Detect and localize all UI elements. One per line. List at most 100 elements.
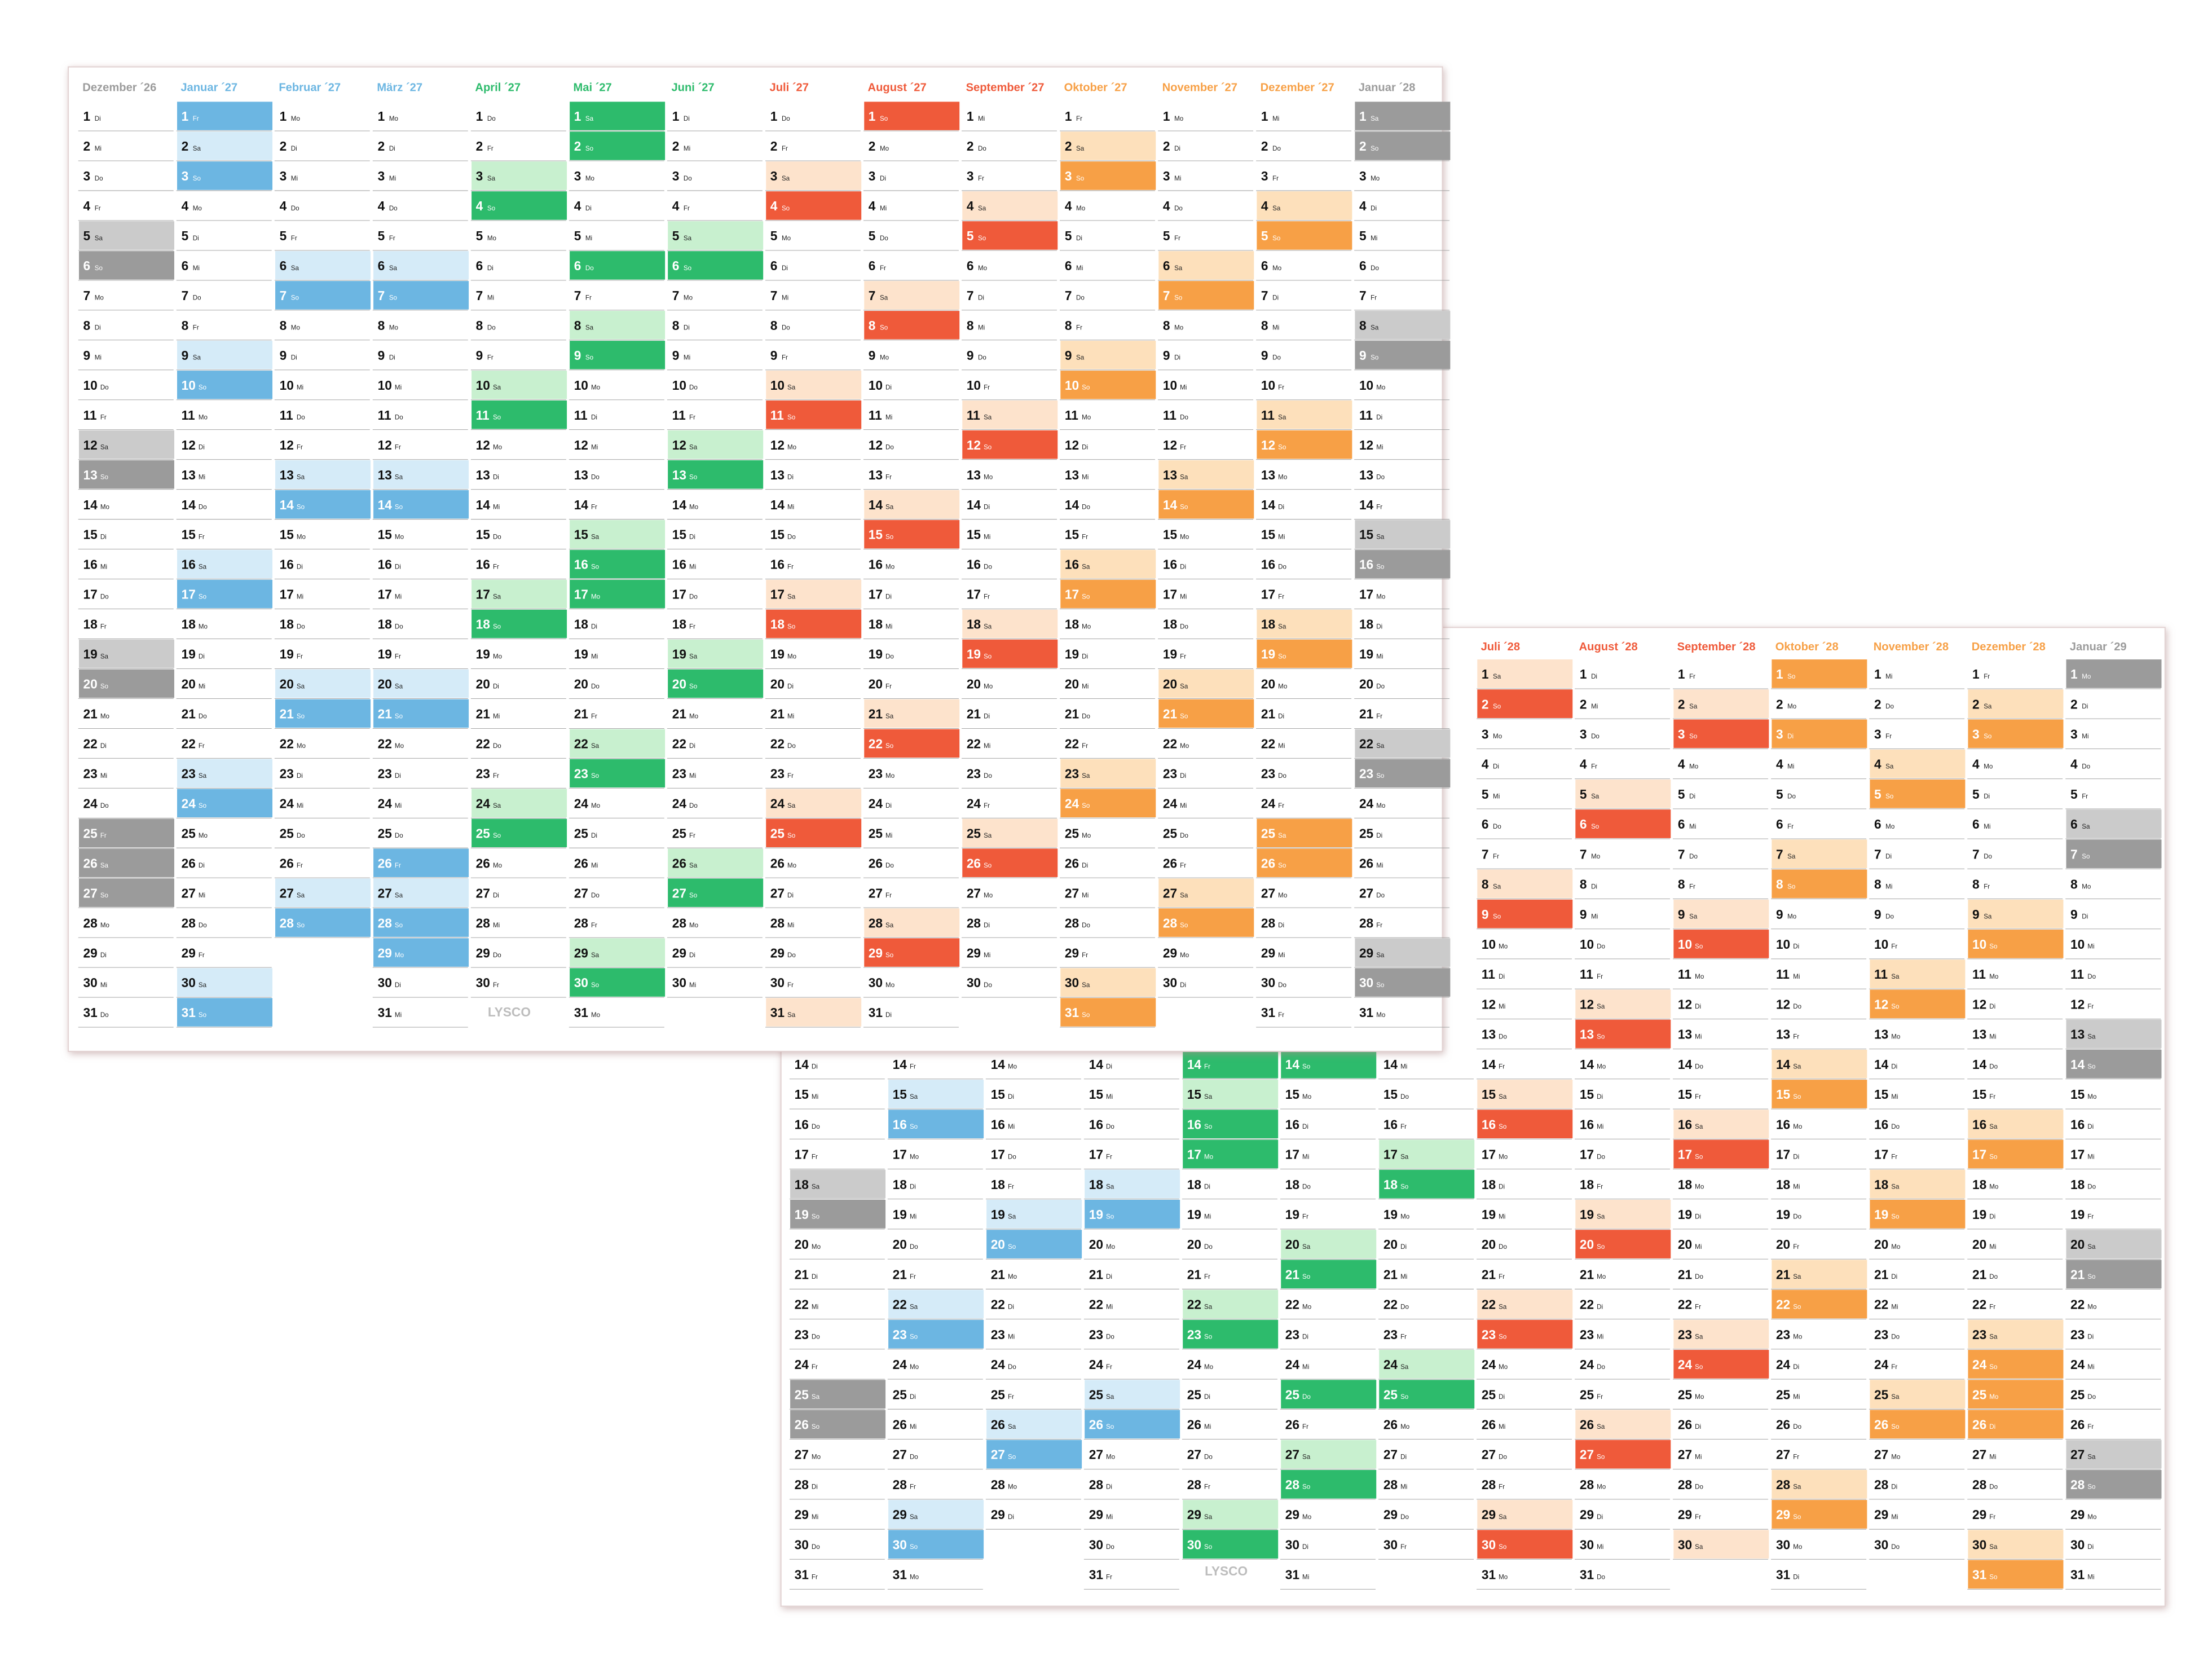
weekday: Fr [100,832,107,839]
weekday: Mo [395,742,404,750]
day-number: 19 [795,1207,809,1222]
day-number: 22 [1261,737,1275,751]
weekday: Sa [1376,533,1385,540]
holiday-cell [1870,779,1966,808]
day-number: 12 [1482,997,1496,1011]
weekday: So [2087,1483,2095,1491]
day-number: 7 [1874,847,1881,861]
weekday: Mi [910,1423,916,1430]
weekday: Sa [1400,1153,1409,1160]
day-number: 1 [672,109,680,124]
day-number: 23 [476,766,490,781]
day-number: 30 [1383,1537,1398,1552]
weekday: So [1376,981,1384,989]
holiday-cell [766,609,862,639]
day-number: 22 [1065,737,1079,751]
day-number: 8 [1580,877,1587,892]
weekday: Sa [487,175,496,182]
weekday: Do [199,712,207,720]
day-number: 7 [1065,288,1072,303]
day-number: 19 [967,647,981,662]
day-number: 11 [2070,967,2084,981]
day-number: 21 [182,707,196,721]
day-number: 21 [893,1267,907,1282]
holiday-cell [1968,719,2064,749]
day-number: 18 [1874,1177,1888,1192]
day-number: 28 [1776,1477,1790,1492]
weekday: So [1008,1453,1016,1460]
weekday: Di [2087,1123,2094,1130]
day-number: 19 [893,1207,907,1222]
day-number: 28 [280,915,294,930]
logo: LYSCO [488,1005,531,1019]
day-number: 4 [1163,199,1170,213]
weekday: Fr [493,563,499,570]
weekday: Fr [787,981,794,989]
day-number: 11 [378,408,391,422]
day-number: 30 [182,975,196,990]
day-number: 31 [1089,1568,1103,1582]
day-number: 22 [1359,737,1373,751]
weekday: Sa [1180,474,1188,481]
day-number: 15 [1678,1087,1692,1102]
day-number: 26 [1187,1418,1201,1432]
day-number: 22 [378,737,392,751]
day-number: 1 [476,109,483,124]
weekend-cell [1060,549,1156,579]
weekday: Do [487,115,496,122]
day-number: 29 [1776,1507,1790,1522]
weekday: Do [1180,623,1188,630]
day-number: 12 [1065,438,1079,452]
weekday: Fr [1984,673,1990,680]
day-number: 24 [893,1357,907,1372]
weekday: Mo [1689,763,1698,770]
weekend-cell [1870,1380,1966,1408]
holiday-cell [2066,839,2162,869]
day-number: 3 [1065,169,1072,183]
weekday: Fr [1008,1393,1014,1401]
day-number: 29 [1383,1507,1398,1522]
weekday: Do [100,384,109,391]
day-number: 29 [574,945,588,960]
day-number: 3 [1261,169,1268,183]
day-number: 3 [182,169,189,183]
weekday: Sa [1272,205,1281,212]
day-number: 19 [2070,1207,2085,1222]
day-number: 25 [280,826,294,840]
weekday: Do [1278,563,1286,570]
weekday: Do [1591,733,1599,740]
weekday: So [487,205,495,212]
weekday: Mi [2087,943,2094,950]
weekday: Do [2087,1183,2096,1190]
weekday: Di [1302,1543,1308,1551]
day-number: 23 [2070,1327,2085,1342]
weekday: So [291,294,299,302]
month-header: Dezember ´26 [82,82,156,94]
day-number: 27 [869,886,883,900]
day-number: 2 [182,139,189,153]
day-number: 6 [378,258,385,273]
day-number: 9 [1678,907,1685,922]
day-number: 25 [2070,1387,2085,1402]
weekday: So [1371,145,1378,152]
weekday: Fr [1371,294,1377,302]
holiday-cell [1772,1289,1867,1319]
weekday: So [787,414,795,421]
holiday-cell [1257,639,1352,668]
day-number: 6 [770,258,778,273]
day-number: 6 [1874,817,1881,831]
weekday: Mi [1499,1003,1505,1010]
day-number: 18 [280,617,294,632]
day-number: 11 [1776,967,1790,981]
weekday: Sa [1376,952,1385,959]
weekday: Sa [493,802,501,809]
weekday: So [1689,733,1697,740]
day-number: 18 [893,1177,907,1192]
weekday: Do [1082,922,1090,929]
day-number: 26 [574,856,588,870]
weekday: So [591,981,599,989]
weekday: Sa [193,145,201,152]
day-number: 30 [672,975,686,990]
holiday-cell [472,191,567,220]
